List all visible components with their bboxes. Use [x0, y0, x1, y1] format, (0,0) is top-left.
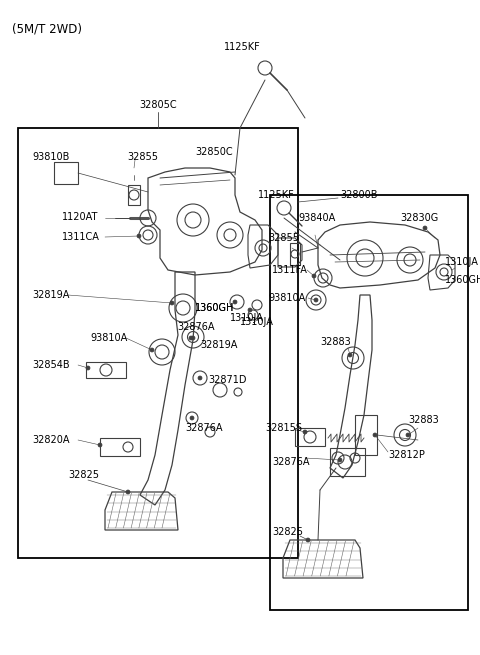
Text: 1310JA: 1310JA [445, 257, 479, 267]
Text: 1125KF: 1125KF [258, 190, 295, 200]
Bar [18, 128, 298, 558]
Text: 1125KF: 1125KF [224, 42, 260, 52]
Text: 32800B: 32800B [340, 190, 377, 200]
Text: 32825: 32825 [68, 470, 99, 480]
Text: 1360GH: 1360GH [195, 303, 234, 313]
Bar [128, 185, 140, 205]
Circle shape [373, 433, 377, 437]
Text: 32819A: 32819A [32, 290, 70, 300]
Text: 93810A: 93810A [268, 293, 305, 303]
Text: 32850C: 32850C [195, 147, 233, 157]
Circle shape [86, 366, 90, 370]
Text: 32876A: 32876A [272, 457, 310, 467]
Bar [86, 362, 126, 378]
Text: 1360GH: 1360GH [445, 275, 480, 285]
Bar [290, 243, 300, 265]
Circle shape [248, 308, 252, 312]
Text: 32819A: 32819A [200, 340, 238, 350]
Circle shape [233, 300, 237, 304]
Circle shape [189, 336, 193, 340]
Text: 93840A: 93840A [298, 213, 335, 223]
Circle shape [126, 490, 130, 494]
Circle shape [314, 298, 318, 302]
Text: 32825: 32825 [272, 527, 303, 537]
Circle shape [306, 538, 310, 542]
Bar [270, 195, 468, 610]
Text: 32812P: 32812P [388, 450, 425, 460]
Circle shape [312, 274, 316, 278]
Circle shape [198, 376, 202, 380]
Circle shape [406, 433, 410, 437]
Circle shape [303, 430, 307, 434]
Text: 93810A: 93810A [90, 333, 127, 343]
Text: 32805C: 32805C [139, 100, 177, 110]
Text: 1310JA: 1310JA [240, 317, 274, 327]
Text: (5M/T 2WD): (5M/T 2WD) [12, 22, 82, 35]
Text: 1310JA: 1310JA [230, 313, 264, 323]
Text: 32876A: 32876A [177, 322, 215, 332]
Text: 32820A: 32820A [32, 435, 70, 445]
Circle shape [338, 458, 342, 462]
Bar [295, 428, 325, 446]
Text: 93810B: 93810B [32, 152, 70, 162]
Circle shape [190, 416, 194, 420]
Text: 1311CA: 1311CA [62, 232, 100, 242]
Text: 32830G: 32830G [400, 213, 438, 223]
Bar [330, 448, 365, 476]
Text: 32854B: 32854B [32, 360, 70, 370]
Text: 1311FA: 1311FA [272, 265, 308, 275]
Circle shape [137, 234, 141, 238]
Circle shape [423, 226, 427, 230]
Circle shape [348, 353, 352, 357]
Bar [100, 438, 140, 456]
Bar [355, 415, 377, 455]
Circle shape [170, 301, 174, 305]
Text: 32871D: 32871D [208, 375, 247, 385]
Text: 32876A: 32876A [185, 423, 223, 433]
Bar [54, 162, 78, 184]
Text: 32855: 32855 [127, 152, 158, 162]
Text: 32883: 32883 [320, 337, 351, 347]
Circle shape [191, 336, 195, 340]
Text: 32815S: 32815S [265, 423, 302, 433]
Text: 1360GH: 1360GH [195, 303, 234, 313]
Text: 32855: 32855 [268, 233, 299, 243]
Circle shape [150, 348, 154, 352]
Text: 1120AT: 1120AT [62, 212, 98, 222]
Circle shape [98, 443, 102, 447]
Text: 32883: 32883 [408, 415, 439, 425]
